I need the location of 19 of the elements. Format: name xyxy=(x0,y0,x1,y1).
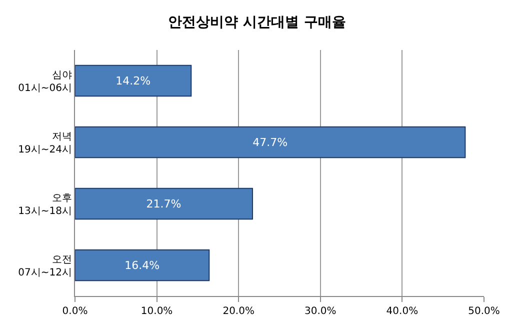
y-tick-label: 심야 01시~06시 xyxy=(18,70,72,94)
x-tick-label: 20.0% xyxy=(222,306,254,317)
bar xyxy=(75,64,192,97)
x-tick-label: 30.0% xyxy=(304,306,336,317)
data-label: 47.7% xyxy=(252,136,288,149)
bar xyxy=(75,188,254,220)
data-label: 16.4% xyxy=(124,258,160,272)
x-tick-label: 0.0% xyxy=(62,306,88,317)
x-tick-label: 40.0% xyxy=(386,306,418,317)
y-tick-label: 오후 13시~18시 xyxy=(18,192,72,217)
x-tick-label: 10.0% xyxy=(140,306,173,317)
y-tick-label: 저녁 19시~24시 xyxy=(18,131,72,156)
data-label: 21.7% xyxy=(146,197,182,210)
chart-title: 안전상비약 시간대별 구매율 xyxy=(168,14,346,30)
bar xyxy=(75,249,210,282)
bar xyxy=(75,126,466,158)
data-label: 14.2% xyxy=(116,74,151,88)
y-tick-label: 오전 07시~12시 xyxy=(18,254,72,278)
x-tick-label: 50.0% xyxy=(468,306,500,317)
